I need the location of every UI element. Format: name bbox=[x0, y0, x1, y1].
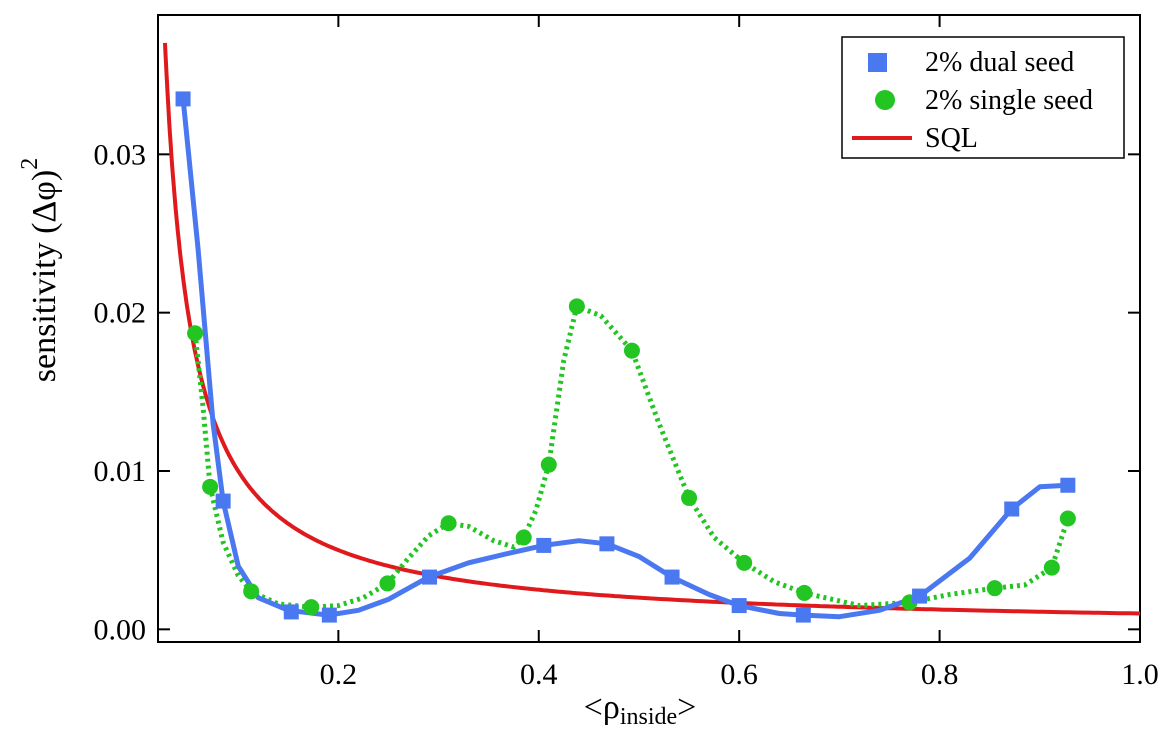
dual-seed-point bbox=[422, 569, 438, 585]
y-axis-title: sensitivity (Δφ)2 bbox=[17, 158, 63, 382]
ticks-layer: 0.2 0.4 0.6 0.8 1.0 0.00 0.01 0.02 0.03 bbox=[94, 15, 1159, 691]
x-tick-label: 0.4 bbox=[520, 658, 558, 691]
x-tick-label: 0.6 bbox=[720, 658, 758, 691]
dual-seed-point bbox=[1060, 477, 1076, 493]
y-tick-label: 0.01 bbox=[94, 455, 147, 488]
legend-marker-dual-seed bbox=[868, 53, 887, 72]
single-seed-point bbox=[440, 515, 457, 532]
dual-seed-point bbox=[731, 598, 747, 614]
dual-seed-point bbox=[536, 537, 552, 553]
single-seed-point bbox=[736, 554, 753, 571]
single-seed-point bbox=[515, 529, 532, 546]
series-layer bbox=[163, 42, 1141, 623]
dual-seed-point bbox=[912, 588, 928, 604]
dual-seed-point bbox=[795, 607, 811, 623]
dual-seed-point bbox=[1004, 501, 1020, 517]
dual-seed-point bbox=[175, 91, 191, 107]
legend-label-sql: SQL bbox=[925, 123, 978, 154]
single-seed-point bbox=[623, 342, 640, 359]
single-seed-point bbox=[681, 489, 698, 506]
x-tick-label: 0.2 bbox=[320, 658, 358, 691]
single-seed-point bbox=[379, 575, 396, 592]
single-seed-point bbox=[796, 584, 813, 601]
legend: 2% dual seed 2% single seed SQL bbox=[841, 36, 1125, 159]
single-seed-point bbox=[243, 583, 260, 600]
y-tick-label: 0.00 bbox=[94, 613, 147, 646]
x-axis-title: <ρinside> bbox=[584, 689, 697, 730]
dual-seed-point bbox=[283, 604, 299, 620]
x-axis-title-sub: inside bbox=[620, 704, 677, 730]
legend-label-single-seed: 2% single seed bbox=[925, 85, 1093, 116]
dual-seed-point bbox=[664, 569, 680, 585]
single-seed-point bbox=[202, 478, 219, 495]
single-seed-point bbox=[303, 599, 320, 616]
x-tick-label: 1.0 bbox=[1121, 658, 1159, 691]
dual-seed-point bbox=[599, 536, 615, 552]
dual-seed-point bbox=[321, 607, 337, 623]
single-seed-point bbox=[1059, 510, 1076, 527]
single-seed-point bbox=[187, 325, 204, 342]
single-seed-point bbox=[540, 456, 557, 473]
single-seed-point bbox=[986, 580, 1003, 597]
x-axis-title-prefix: <ρ bbox=[584, 689, 620, 726]
y-tick-label: 0.02 bbox=[94, 297, 147, 330]
sql-line bbox=[163, 42, 1141, 616]
x-axis-title-suffix: > bbox=[677, 689, 696, 726]
dual-seed-point bbox=[215, 493, 231, 509]
legend-label-dual-seed: 2% dual seed bbox=[925, 47, 1074, 78]
chart-frame-layer bbox=[157, 14, 1141, 643]
single-seed-curve bbox=[192, 303, 1071, 610]
plot-frame bbox=[157, 14, 1141, 643]
y-axis-title-sup: 2 bbox=[17, 158, 43, 170]
y-axis-title-main: sensitivity (Δφ) bbox=[26, 170, 63, 382]
x-tick-label: 0.8 bbox=[921, 658, 959, 691]
y-tick-label: 0.03 bbox=[94, 138, 147, 171]
single-seed-point bbox=[568, 298, 585, 315]
legend-marker-single-seed bbox=[875, 90, 895, 110]
single-seed-point bbox=[1043, 559, 1060, 576]
